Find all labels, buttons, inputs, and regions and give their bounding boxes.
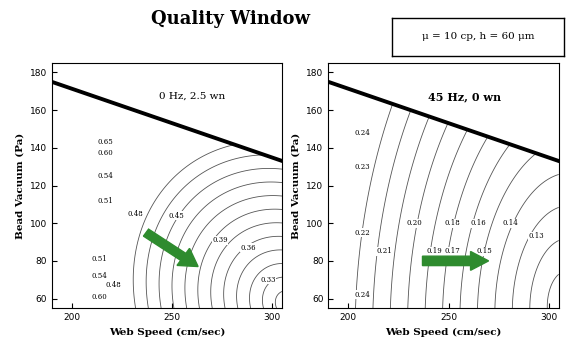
Text: 0.60: 0.60 xyxy=(92,293,108,301)
X-axis label: Web Speed (cm/sec): Web Speed (cm/sec) xyxy=(385,327,502,337)
Text: 0.39: 0.39 xyxy=(212,236,228,244)
Text: 0.19: 0.19 xyxy=(426,247,442,256)
Text: 0.14: 0.14 xyxy=(503,219,518,227)
Text: 0.15: 0.15 xyxy=(476,247,492,256)
Text: 0.16: 0.16 xyxy=(471,219,486,227)
Text: 0.33: 0.33 xyxy=(260,276,276,284)
Text: 0.51: 0.51 xyxy=(92,255,108,263)
Text: μ = 10 cp, h = 60 μm: μ = 10 cp, h = 60 μm xyxy=(422,32,535,41)
Y-axis label: Bead Vacuum (Pa): Bead Vacuum (Pa) xyxy=(291,132,301,239)
Text: 0.17: 0.17 xyxy=(445,247,460,256)
FancyArrow shape xyxy=(422,251,488,270)
Text: 0.18: 0.18 xyxy=(445,219,460,227)
X-axis label: Web Speed (cm/sec): Web Speed (cm/sec) xyxy=(109,327,225,337)
Text: 0.60: 0.60 xyxy=(98,149,113,158)
Text: 0.65: 0.65 xyxy=(98,138,113,146)
Text: 0.20: 0.20 xyxy=(407,219,422,227)
Text: Quality Window: Quality Window xyxy=(151,10,310,28)
Text: 0.54: 0.54 xyxy=(92,272,108,280)
Text: 0.13: 0.13 xyxy=(529,232,544,240)
Text: 0.45: 0.45 xyxy=(168,212,184,220)
Text: 0 Hz, 2.5 wn: 0 Hz, 2.5 wn xyxy=(159,91,225,100)
Text: 0.48: 0.48 xyxy=(128,210,144,218)
Text: 0.23: 0.23 xyxy=(354,163,370,171)
Text: 0.22: 0.22 xyxy=(354,229,370,237)
Text: 0.51: 0.51 xyxy=(98,197,113,205)
Text: 0.54: 0.54 xyxy=(98,172,113,180)
Text: 0.36: 0.36 xyxy=(240,244,256,252)
Text: 0.24: 0.24 xyxy=(354,129,370,137)
Y-axis label: Bead Vacuum (Pa): Bead Vacuum (Pa) xyxy=(15,132,24,239)
Text: 0.48: 0.48 xyxy=(106,281,122,289)
Text: 45 Hz, 0 wn: 45 Hz, 0 wn xyxy=(428,91,501,102)
Text: 0.24: 0.24 xyxy=(354,291,370,299)
FancyArrow shape xyxy=(143,229,198,267)
Text: 0.21: 0.21 xyxy=(376,247,392,256)
